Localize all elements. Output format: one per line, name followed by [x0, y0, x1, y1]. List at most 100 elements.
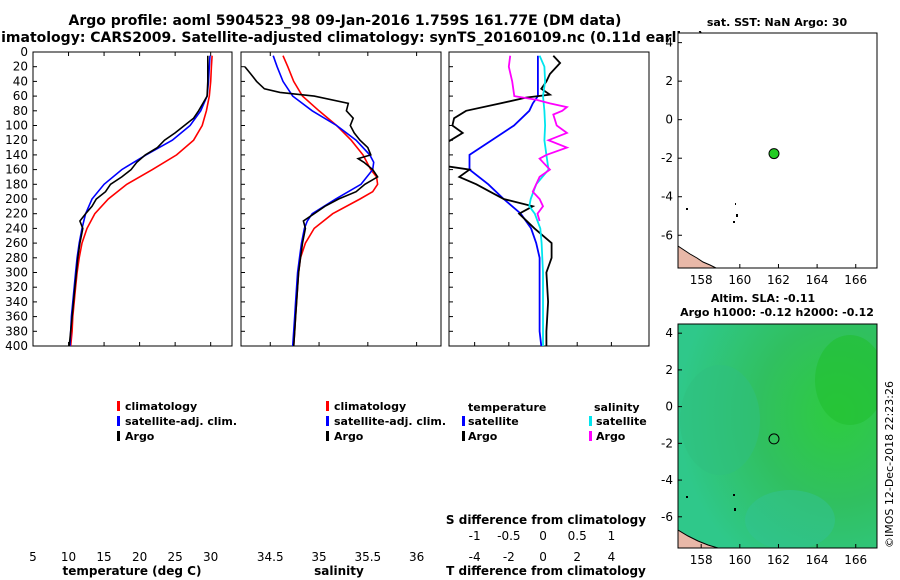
lat-tick-label: -6: [661, 510, 673, 524]
difference-panel: -4 -2 0 2 4 -1 -0.5 0 0.5 1 S difference from cl…: [446, 51, 650, 578]
legend-label-s-satellite: satellite: [596, 415, 647, 428]
salinity-legend: climatology satellite-adj. clim. Argo: [326, 400, 446, 443]
x-tick-label: 36: [409, 550, 424, 564]
temperature-panel: 0204060801001201401601802002202402602803…: [5, 45, 237, 578]
x-tick-label: 5: [29, 550, 37, 564]
island-dot: [735, 203, 736, 205]
sst-map-ticks: 158 160 162 164 166 4 2 0 -2 -4 -6: [661, 36, 867, 287]
island-dot: [686, 208, 688, 210]
legend-label-satellite: satellite-adj. clim.: [125, 415, 237, 428]
x-tick-label: 15: [96, 550, 111, 564]
depth-tick-label: 140: [5, 148, 28, 162]
lon-tick-label: 158: [690, 273, 713, 287]
depth-tick-label: 120: [5, 133, 28, 147]
difference-legend: temperature satellite Argo salinity sate…: [462, 401, 647, 443]
depth-tick-label: 380: [5, 324, 28, 338]
x-tick-label: 0: [539, 550, 547, 564]
x-tick-label: 20: [132, 550, 147, 564]
temperature-axes-box: [32, 51, 233, 347]
depth-tick-label: 280: [5, 251, 28, 265]
lat-tick-label: -6: [661, 228, 673, 242]
depth-tick-label: 320: [5, 280, 28, 294]
series-line-s-argo: [507, 55, 570, 222]
depth-tick-label: 300: [5, 266, 28, 280]
depth-tick-label: 400: [5, 339, 28, 353]
sla-map-title-line1: Altim. SLA: -0.11: [711, 292, 815, 305]
depth-tick-label: 60: [13, 89, 28, 103]
x-tick-label: 35.5: [354, 550, 381, 564]
island-dot: [734, 508, 736, 511]
salinity-series: [241, 52, 379, 346]
depth-tick-label: 260: [5, 236, 28, 250]
depth-tick-label: 0: [20, 45, 28, 59]
series-line-argo: [244, 66, 379, 346]
depth-tick-label: 80: [13, 104, 28, 118]
lat-tick-label: -2: [661, 436, 673, 450]
depth-tick-label: 340: [5, 295, 28, 309]
temperature-xlabel: temperature (deg C): [63, 564, 202, 578]
lat-tick-label: 2: [665, 74, 673, 88]
lon-tick-label: 164: [806, 273, 829, 287]
legend-swatch-s-satellite: [589, 416, 592, 426]
sst-map-land: [678, 203, 738, 268]
temperature-series: [68, 55, 213, 346]
sst-map-panel: sat. SST: NaN Argo: 30 158 160 162 164 166 4 2…: [661, 16, 878, 287]
lat-tick-label: -4: [661, 190, 673, 204]
lat-tick-label: 2: [665, 363, 673, 377]
lat-tick-label: 4: [665, 36, 673, 50]
island-dot: [733, 221, 735, 223]
figure-title-line2: Climatology: CARS2009. Satellite-adjuste…: [0, 30, 704, 46]
figure-title-line1: Argo profile: aoml 5904523_98 09-Jan-201…: [69, 13, 622, 29]
series-line-t-argo: [449, 55, 562, 346]
difference-axes-box: [448, 51, 650, 347]
s-tick-label: -1: [469, 529, 481, 543]
x-tick-label: 25: [168, 550, 183, 564]
legend-label-t-argo: Argo: [468, 430, 498, 443]
depth-tick-label: 240: [5, 221, 28, 235]
temperature-tick-labels: 5 10 15 20 25 30: [29, 52, 218, 564]
x-tick-label: 2: [573, 550, 581, 564]
series-line-argo: [68, 55, 209, 346]
s-tick-label: 0: [539, 529, 547, 543]
legend-label-climatology: climatology: [125, 400, 197, 413]
lon-tick-label: 164: [806, 553, 829, 567]
legend-label-climatology: climatology: [334, 400, 406, 413]
legend-swatch-climatology: [326, 401, 329, 411]
legend-swatch-argo: [326, 431, 329, 441]
legend-label-satellite: satellite-adj. clim.: [334, 415, 446, 428]
salinity-panel: 34.5 35 35.5 36 salinity climatology satell…: [240, 51, 446, 578]
lat-tick-label: 4: [665, 326, 673, 340]
sla-patch: [745, 490, 835, 548]
island-dot: [736, 214, 738, 217]
s-tick-label: 1: [608, 529, 616, 543]
legend-swatch-climatology: [117, 401, 120, 411]
x-tick-label: 4: [608, 550, 616, 564]
sla-map-patches: [678, 335, 877, 548]
x-tick-label: -4: [469, 550, 481, 564]
depth-tick-label: 180: [5, 177, 28, 191]
depth-tick-label: 160: [5, 163, 28, 177]
sla-map-box: [677, 323, 878, 549]
s-tick-label: -0.5: [497, 529, 520, 543]
legend-header-temperature: temperature: [468, 401, 546, 414]
x-tick-label: 35: [311, 550, 326, 564]
x-tick-label: 30: [203, 550, 218, 564]
lon-tick-label: 160: [728, 553, 751, 567]
sst-map-title: sat. SST: NaN Argo: 30: [707, 16, 848, 29]
salinity-xlabel: salinity: [314, 564, 364, 578]
depth-tick-label: 100: [5, 119, 28, 133]
sla-patch: [680, 365, 760, 475]
depth-tick-label: 40: [13, 74, 28, 88]
sla-map-panel: Altim. SLA: -0.11 Argo h1000: -0.12 h200…: [661, 292, 878, 567]
sla-map-title-line2: Argo h1000: -0.12 h2000: -0.12: [680, 306, 874, 319]
legend-header-salinity: salinity: [594, 401, 640, 414]
s-tick-label: 0.5: [568, 529, 587, 543]
land-coastline: [678, 245, 717, 268]
legend-swatch-argo: [117, 431, 120, 441]
sla-patch: [815, 335, 877, 425]
depth-tick-label: 20: [13, 60, 28, 74]
x-tick-label: -2: [503, 550, 515, 564]
series-line-satellite-adj-clim-: [272, 55, 375, 346]
legend-label-t-satellite: satellite: [468, 415, 519, 428]
lat-tick-label: -2: [661, 151, 673, 165]
